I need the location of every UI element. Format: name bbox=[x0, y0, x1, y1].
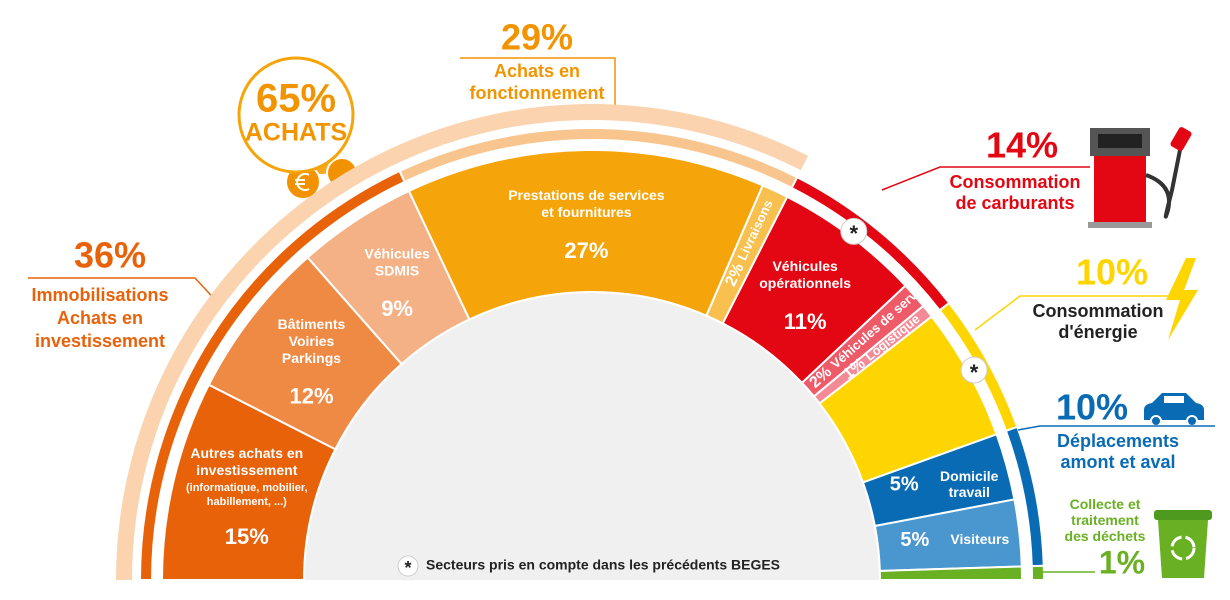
segment-value-label: 5% bbox=[900, 529, 929, 551]
inner-disc bbox=[305, 293, 879, 580]
footnote-symbol: * bbox=[404, 558, 411, 578]
asterisk-badge bbox=[840, 217, 868, 245]
segment-name: Domicile travail bbox=[940, 468, 999, 500]
segment-name: Bâtiments Voiries Parkings bbox=[278, 316, 346, 366]
footnote-badge bbox=[397, 555, 419, 577]
segment-value-label: 11% bbox=[784, 309, 827, 334]
super-group-value-label: 65% bbox=[256, 77, 336, 121]
footnote-text: Secteurs pris en compte dans les précéde… bbox=[426, 557, 780, 573]
leader-line bbox=[460, 57, 616, 118]
segment-value-label: 5% bbox=[890, 473, 919, 495]
segment-value-label: 12% bbox=[289, 384, 333, 409]
fuel-pump-icon bbox=[1088, 127, 1192, 228]
segment-name: Prestations de services et fournitures bbox=[508, 187, 665, 220]
super-group-arc bbox=[116, 104, 809, 580]
group-name: Consommation de carburants bbox=[949, 172, 1080, 213]
chart-layer: Autres achats en investissement (informati… bbox=[28, 17, 1215, 581]
group-arc bbox=[1030, 564, 1046, 581]
segment-name: Véhicules opérationnels bbox=[759, 258, 851, 291]
bin-icon bbox=[1154, 510, 1212, 578]
segment-name: Visiteurs bbox=[950, 531, 1009, 547]
group-value-label: 10% bbox=[1076, 252, 1148, 293]
asterisk-badge bbox=[960, 356, 988, 384]
segment-name: Véhicules SDMIS bbox=[364, 245, 430, 278]
group-value-label: 36% bbox=[74, 235, 146, 276]
segment-name: Autres achats en investissement bbox=[190, 445, 303, 478]
group-name: Collecte et traitement des déchets bbox=[1065, 496, 1146, 544]
leader-line bbox=[1017, 425, 1215, 431]
group-value-label: 14% bbox=[986, 125, 1058, 166]
segment-value-label: 27% bbox=[564, 238, 608, 263]
car-icon bbox=[1144, 393, 1204, 427]
group-name: Consommation d'énergie bbox=[1032, 301, 1163, 342]
group-name: Déplacements amont et aval bbox=[1057, 431, 1179, 472]
segment bbox=[878, 565, 1024, 581]
segment-value-label: 15% bbox=[225, 524, 269, 549]
group-value-label: 1% bbox=[1099, 544, 1145, 580]
group-value-label: 29% bbox=[501, 17, 573, 58]
group-name: Achats en fonctionnement bbox=[470, 61, 605, 103]
asterisk: * bbox=[970, 360, 979, 385]
group-value-label: 10% bbox=[1056, 387, 1128, 428]
segment-detail: (informatique, mobilier, habillement, ...… bbox=[186, 482, 308, 508]
asterisk: * bbox=[850, 221, 859, 246]
leader-line bbox=[881, 166, 1090, 191]
leader-line bbox=[974, 295, 1175, 331]
group-name: Immobilisations Achats en investissement bbox=[31, 285, 168, 351]
segment-value-label: 9% bbox=[381, 296, 413, 321]
bolt-icon bbox=[1166, 258, 1198, 340]
super-group-name: ACHATS bbox=[245, 119, 347, 147]
super-group-badge bbox=[237, 56, 355, 174]
